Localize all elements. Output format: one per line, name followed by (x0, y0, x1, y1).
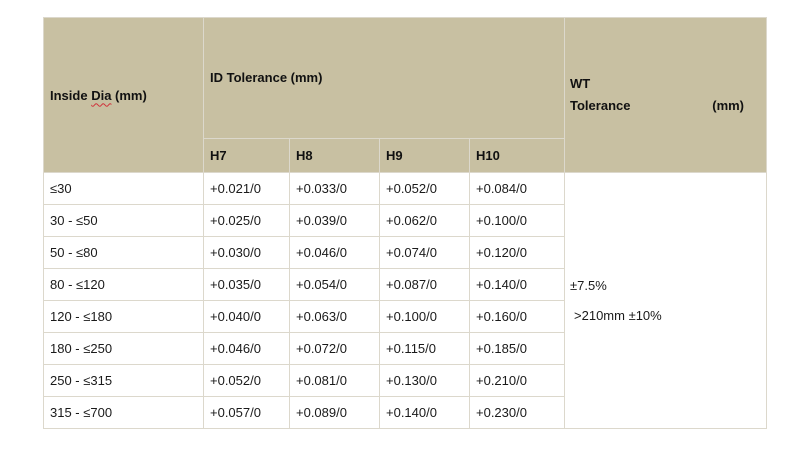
h8-cell: +0.089/0 (289, 396, 380, 429)
wt-value-line2: >210mm ±10% (574, 307, 662, 323)
h10-cell: +0.084/0 (468, 172, 566, 205)
h7-cell: +0.021/0 (203, 172, 290, 205)
range-cell: 120 - ≤180 (43, 300, 204, 333)
wt-header-line2: Tolerance (mm) (570, 95, 766, 117)
table-row: 250 - ≤315 +0.052/0 +0.081/0 +0.130/0 +0… (43, 364, 767, 397)
h7-cell: +0.040/0 (203, 300, 290, 333)
h8-cell: +0.054/0 (289, 268, 380, 301)
h10-cell: +0.230/0 (468, 396, 566, 429)
h10-cell: +0.140/0 (468, 268, 566, 301)
h7-cell: +0.046/0 (203, 332, 290, 365)
table-row: 180 - ≤250 +0.046/0 +0.072/0 +0.115/0 +0… (43, 332, 767, 365)
h8-cell: +0.046/0 (289, 236, 380, 269)
table-row: 30 - ≤50 +0.025/0 +0.039/0 +0.062/0 +0.1… (43, 204, 767, 237)
h10-cell: +0.185/0 (468, 332, 566, 365)
grade-header-h9: H9 (379, 138, 470, 173)
tolerance-table: Inside Dia (mm) ID Tolerance (mm) WT Tol… (43, 17, 768, 429)
range-cell: 80 - ≤120 (43, 268, 204, 301)
wt-value-cell: ±7.5% >210mm ±10% (564, 172, 768, 429)
h8-cell: +0.072/0 (289, 332, 380, 365)
h9-cell: +0.130/0 (379, 364, 470, 397)
wt-header-line1: WT (570, 76, 591, 91)
range-cell: 180 - ≤250 (43, 332, 204, 365)
h9-cell: +0.115/0 (379, 332, 470, 365)
grade-header-h10: H10 (468, 138, 566, 173)
inside-dia-suffix: (mm) (111, 87, 147, 103)
h10-cell: +0.160/0 (468, 300, 566, 333)
h9-cell: +0.062/0 (379, 204, 470, 237)
range-cell: ≤30 (43, 172, 204, 205)
h7-cell: +0.025/0 (203, 204, 290, 237)
h7-cell: +0.052/0 (203, 364, 290, 397)
inside-dia-prefix: Inside (50, 87, 92, 103)
range-cell: 250 - ≤315 (43, 364, 204, 397)
grade-header-h8: H8 (289, 138, 380, 173)
h9-cell: +0.140/0 (379, 396, 470, 429)
h7-cell: +0.030/0 (203, 236, 290, 269)
inside-dia-header: Inside Dia (mm) (43, 17, 204, 173)
wt-header-unit: (mm) (712, 98, 745, 113)
range-cell: 50 - ≤80 (43, 236, 204, 269)
h9-cell: +0.087/0 (379, 268, 470, 301)
h8-cell: +0.033/0 (289, 172, 380, 205)
h8-cell: +0.063/0 (289, 300, 380, 333)
table-row: 50 - ≤80 +0.030/0 +0.046/0 +0.074/0 +0.1… (43, 236, 767, 269)
h10-cell: +0.120/0 (468, 236, 566, 269)
wt-value-line1: ±7.5% (570, 277, 607, 293)
h8-cell: +0.081/0 (289, 364, 380, 397)
table-row: 315 - ≤700 +0.057/0 +0.089/0 +0.140/0 +0… (43, 396, 767, 429)
wt-header-tolerance: Tolerance (570, 98, 631, 113)
h9-cell: +0.052/0 (379, 172, 470, 205)
wt-tolerance-header: WT Tolerance (mm) (564, 17, 768, 173)
h10-cell: +0.210/0 (468, 364, 566, 397)
range-cell: 315 - ≤700 (43, 396, 204, 429)
h9-cell: +0.100/0 (379, 300, 470, 333)
h9-cell: +0.074/0 (379, 236, 470, 269)
h7-cell: +0.035/0 (203, 268, 290, 301)
inside-dia-word: Dia (91, 87, 112, 103)
table-row: ≤30 +0.021/0 +0.033/0 +0.052/0 +0.084/0 … (43, 172, 768, 429)
grade-header-h7: H7 (203, 138, 290, 173)
h7-cell: +0.057/0 (203, 396, 290, 429)
h8-cell: +0.039/0 (289, 204, 380, 237)
id-tolerance-header: ID Tolerance (mm) (202, 17, 566, 139)
table-row: 80 - ≤120 +0.035/0 +0.054/0 +0.087/0 +0.… (43, 268, 767, 301)
table-row: 120 - ≤180 +0.040/0 +0.063/0 +0.100/0 +0… (43, 300, 767, 333)
range-cell: 30 - ≤50 (43, 204, 204, 237)
h10-cell: +0.100/0 (468, 204, 566, 237)
